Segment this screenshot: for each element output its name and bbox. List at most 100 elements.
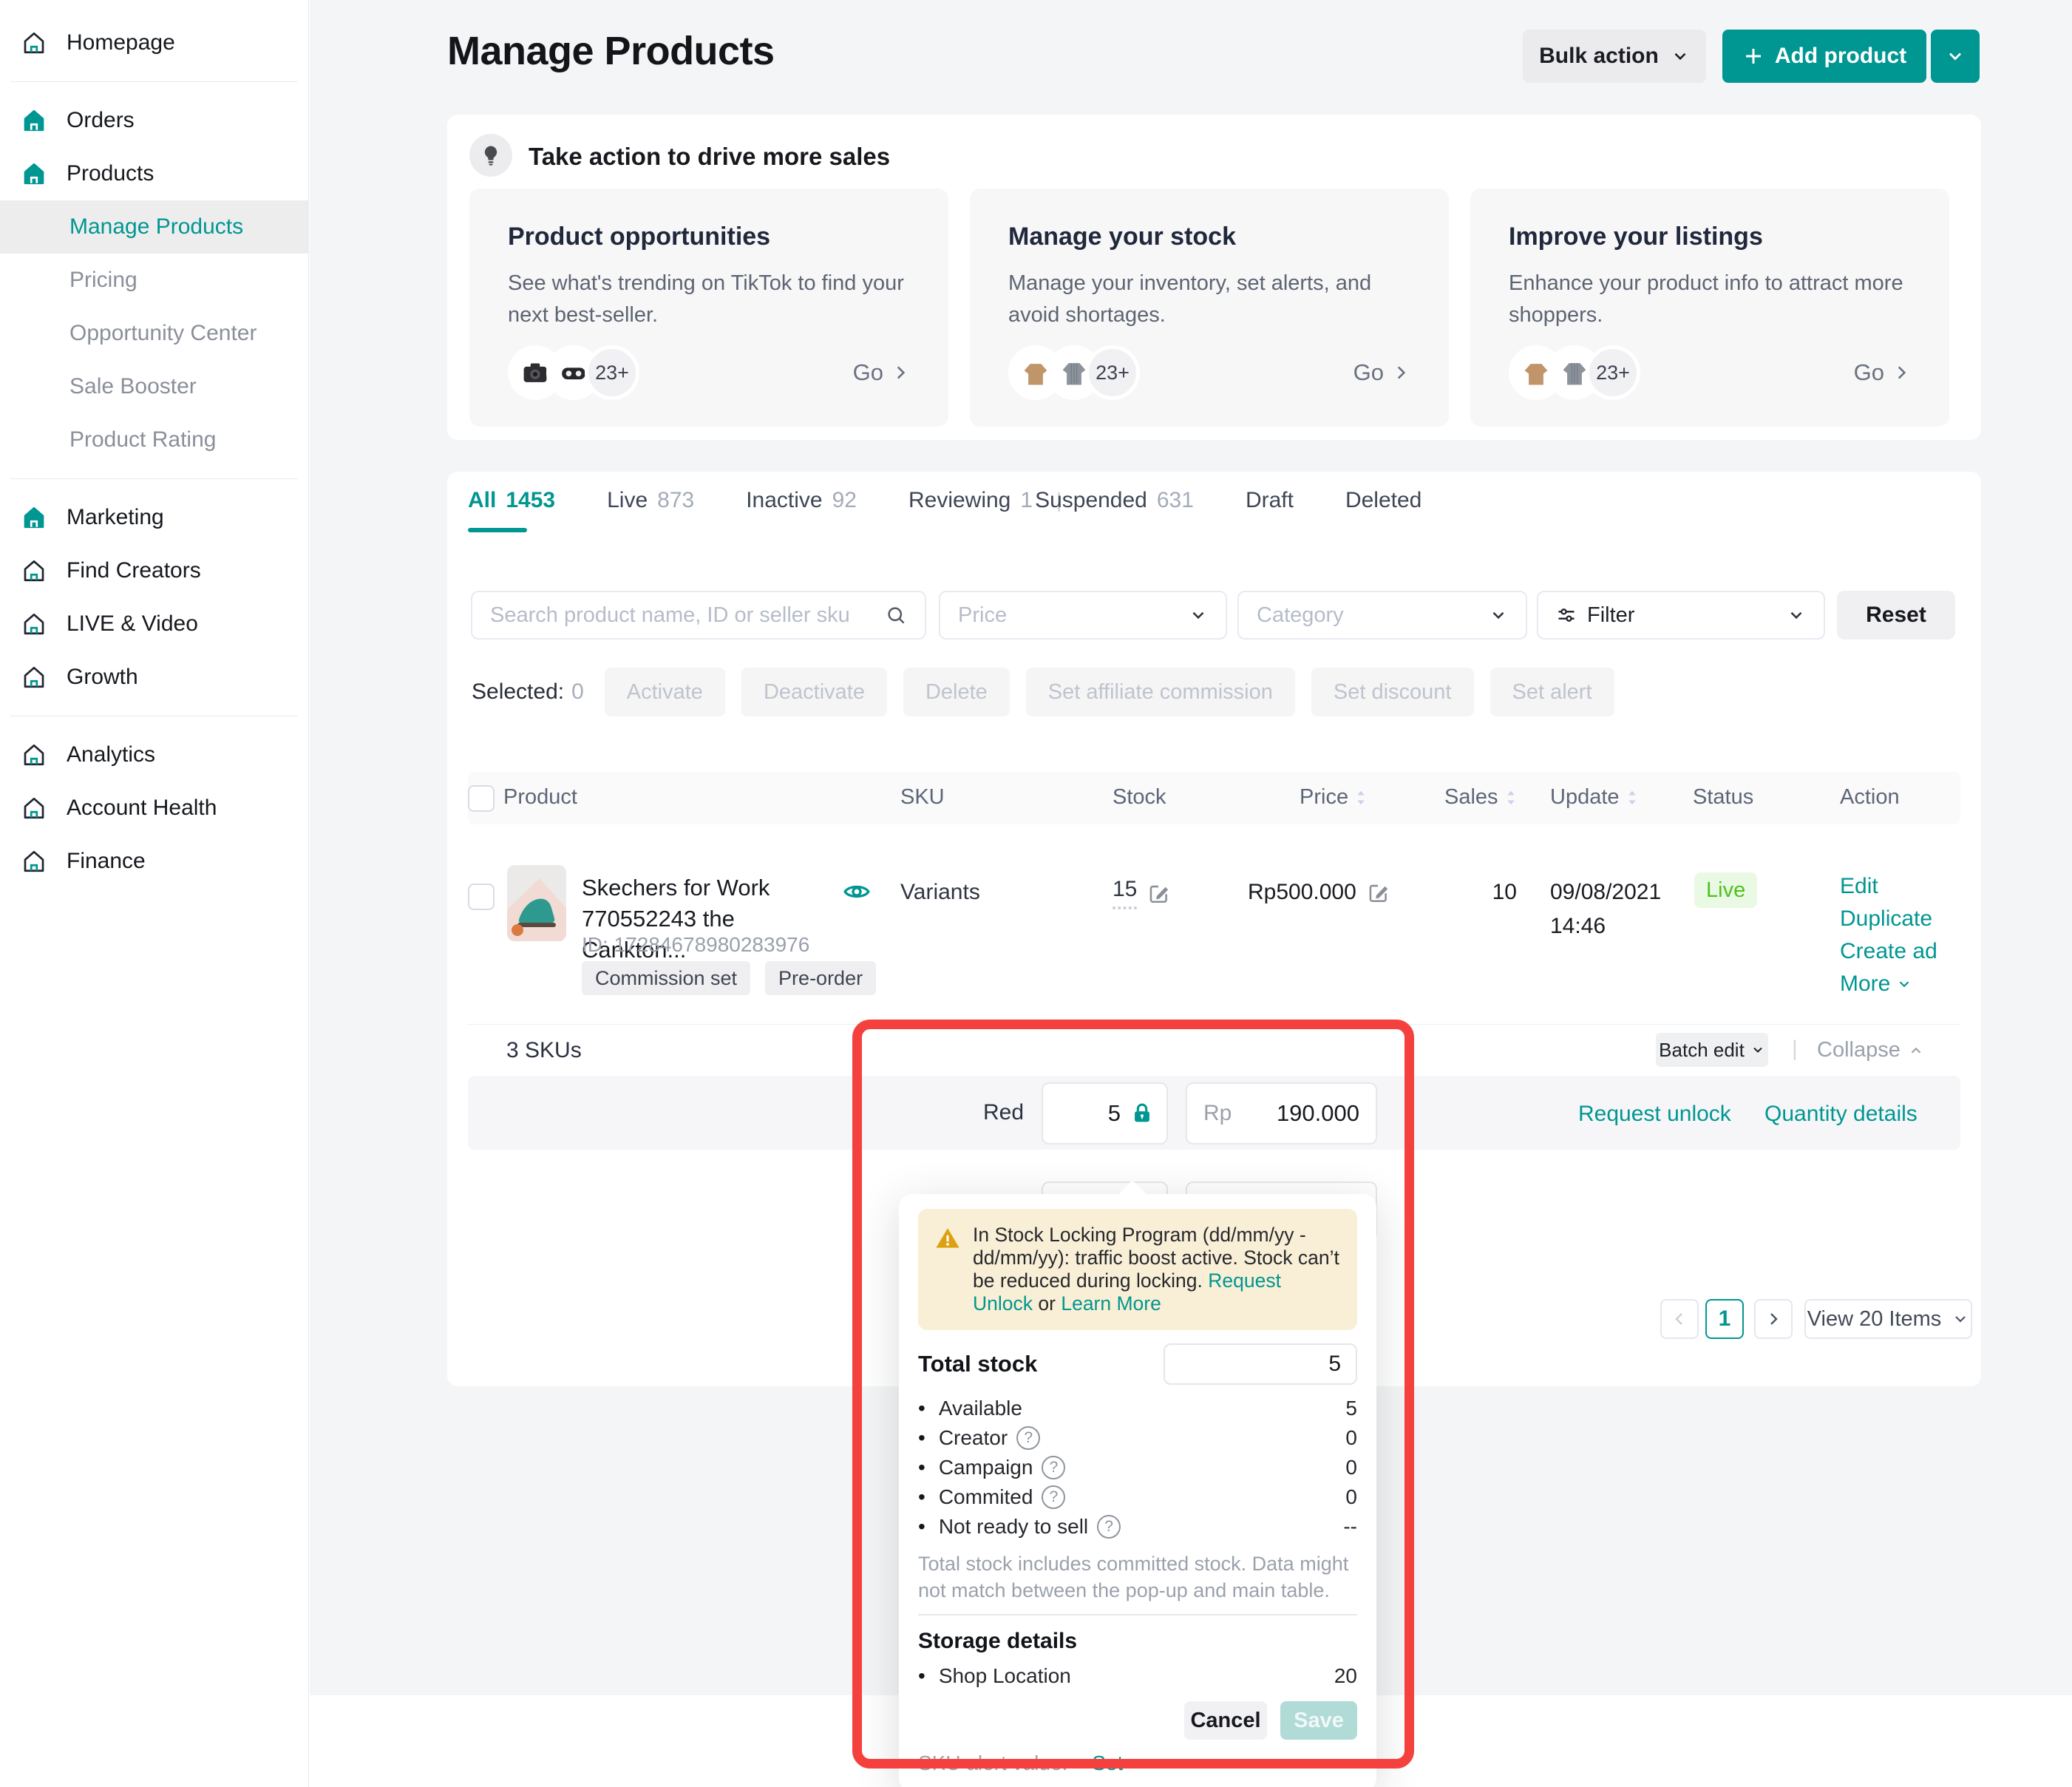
edit-icon[interactable] [1146, 881, 1171, 906]
sku-price-input[interactable]: Rp 190.000 [1186, 1082, 1377, 1145]
collapse-link[interactable]: Collapse [1817, 1038, 1924, 1062]
column-status: Status [1693, 785, 1754, 809]
tab-draft[interactable]: Draft [1246, 488, 1345, 513]
request-unlock-link[interactable]: Request unlock [1578, 1102, 1731, 1127]
search-input[interactable] [490, 603, 885, 628]
sidebar-item-sale-booster[interactable]: Sale Booster [0, 360, 308, 413]
sidebar-item-analytics[interactable]: Analytics [0, 728, 308, 781]
search-icon[interactable] [885, 604, 907, 626]
sidebar-item-label: Pricing [69, 268, 137, 292]
card-description: Manage your inventory, set alerts, and a… [1008, 271, 1372, 327]
price-dropdown[interactable]: Price [939, 591, 1227, 640]
card-go-link[interactable]: Go [1353, 359, 1410, 386]
warning-conjunction: or [1038, 1292, 1056, 1315]
total-stock-input[interactable]: 5 [1164, 1343, 1357, 1385]
delete-button[interactable]: Delete [903, 668, 1010, 716]
help-icon[interactable]: ? [1016, 1426, 1041, 1450]
page-title: Manage Products [447, 29, 775, 73]
add-product-dropdown-button[interactable] [1931, 30, 1980, 83]
set-alert-link[interactable]: Set [1092, 1752, 1124, 1774]
card-improve-listings[interactable]: Improve your listings Enhance your produ… [1470, 189, 1949, 427]
sidebar-item-orders[interactable]: Orders [0, 94, 308, 147]
tab-reviewing[interactable]: Reviewing 1 [908, 488, 1084, 513]
column-product: Product [503, 785, 577, 809]
pagination-next-button[interactable] [1754, 1299, 1793, 1339]
tab-live[interactable]: Live 873 [607, 488, 746, 513]
deactivate-button[interactable]: Deactivate [741, 668, 887, 716]
sidebar-item-homepage[interactable]: Homepage [0, 16, 308, 69]
chevron-right-icon [1898, 366, 1906, 379]
sidebar-item-marketing[interactable]: Marketing [0, 491, 308, 544]
sidebar-item-product-rating[interactable]: Product Rating [0, 413, 308, 467]
sidebar-item-manage-products[interactable]: Manage Products [0, 200, 308, 254]
table-header [468, 772, 1960, 824]
column-update[interactable]: Update [1550, 785, 1637, 810]
sidebar-item-growth[interactable]: Growth [0, 651, 308, 704]
cancel-button[interactable]: Cancel [1184, 1701, 1267, 1740]
set-alert-button[interactable]: Set alert [1490, 668, 1614, 716]
learn-more-link[interactable]: Learn More [1061, 1292, 1161, 1315]
chevron-down-icon [1955, 1316, 1966, 1323]
sidebar-item-live-video[interactable]: LIVE & Video [0, 597, 308, 651]
sidebar-item-products[interactable]: Products [0, 147, 308, 200]
cell-sku: Variants [900, 880, 980, 904]
row-checkbox[interactable] [468, 884, 495, 910]
pagination-page-1[interactable]: 1 [1705, 1299, 1744, 1339]
card-product-opportunities[interactable]: Product opportunities See what's trendin… [469, 189, 948, 427]
pagination-prev-button[interactable] [1660, 1299, 1699, 1339]
sku-stock-input[interactable]: 5 [1042, 1082, 1168, 1145]
card-go-link[interactable]: Go [1854, 359, 1911, 386]
tab-count: 631 [1156, 488, 1194, 512]
more-link[interactable]: More [1840, 970, 1937, 998]
sidebar-item-finance[interactable]: Finance [0, 835, 308, 888]
total-stock-label: Total stock [918, 1351, 1038, 1377]
sidebar-item-find-creators[interactable]: Find Creators [0, 544, 308, 597]
selection-bar: Selected: 0 Activate Deactivate Delete S… [472, 668, 1631, 716]
card-title: Manage your stock [1008, 223, 1236, 251]
batch-edit-button[interactable]: Batch edit [1656, 1033, 1768, 1067]
status-badge: Live [1694, 872, 1758, 908]
sku-alert-label: SKU alert value: - [918, 1752, 1081, 1774]
sidebar-item-pricing[interactable]: Pricing [0, 254, 308, 307]
warning-text: In Stock Locking Program (dd/mm/yy - dd/… [973, 1224, 1341, 1315]
help-icon[interactable]: ? [1042, 1485, 1066, 1509]
column-price[interactable]: Price [1300, 785, 1366, 810]
add-product-button[interactable]: Add product [1722, 30, 1926, 83]
price-value: Rp500.000 [1248, 880, 1356, 904]
tab-all[interactable]: All 1453 [468, 488, 607, 532]
tab-suspended[interactable]: Suspended 631 [1035, 488, 1246, 513]
quantity-details-link[interactable]: Quantity details [1764, 1102, 1918, 1127]
tab-label: Deleted [1345, 488, 1422, 512]
sidebar-item-label: Analytics [67, 742, 156, 767]
save-button[interactable]: Save [1280, 1701, 1357, 1740]
filter-dropdown[interactable]: Filter [1537, 591, 1825, 640]
card-go-link[interactable]: Go [853, 359, 910, 386]
activate-button[interactable]: Activate [604, 668, 725, 716]
reset-button[interactable]: Reset [1837, 591, 1955, 640]
edit-icon[interactable] [1365, 880, 1390, 905]
card-manage-stock[interactable]: Manage your stock Manage your inventory,… [970, 189, 1449, 427]
help-icon[interactable]: ? [1097, 1515, 1121, 1539]
column-sales[interactable]: Sales [1444, 785, 1516, 810]
sidebar-item-account-health[interactable]: Account Health [0, 781, 308, 835]
tab-inactive[interactable]: Inactive 92 [746, 488, 908, 513]
help-icon[interactable]: ? [1042, 1456, 1066, 1479]
page-size-dropdown[interactable]: View 20 Items [1804, 1299, 1972, 1339]
tab-deleted[interactable]: Deleted [1345, 488, 1473, 513]
category-dropdown[interactable]: Category [1237, 591, 1527, 640]
bulk-action-button[interactable]: Bulk action [1523, 30, 1706, 83]
sidebar-item-opportunity-center[interactable]: Opportunity Center [0, 307, 308, 360]
cell-price[interactable]: Rp500.000 [1248, 880, 1390, 905]
preview-eye-icon[interactable] [842, 877, 872, 910]
request-unlock-link[interactable]: Request Unlock [973, 1269, 1281, 1315]
duplicate-link[interactable]: Duplicate [1840, 905, 1937, 933]
edit-link[interactable]: Edit [1840, 872, 1937, 901]
product-name[interactable]: Skechers for Work 770552243 the Cankton.… [582, 872, 826, 966]
chevron-left-icon [1675, 1313, 1682, 1325]
tag-commission-set: Commission set [582, 961, 751, 995]
set-affiliate-commission-button[interactable]: Set affiliate commission [1025, 668, 1295, 716]
cell-stock[interactable]: 15 [1113, 877, 1171, 909]
set-discount-button[interactable]: Set discount [1311, 668, 1474, 716]
create-ad-link[interactable]: Create ad [1840, 937, 1937, 966]
select-all-checkbox[interactable] [468, 785, 495, 812]
